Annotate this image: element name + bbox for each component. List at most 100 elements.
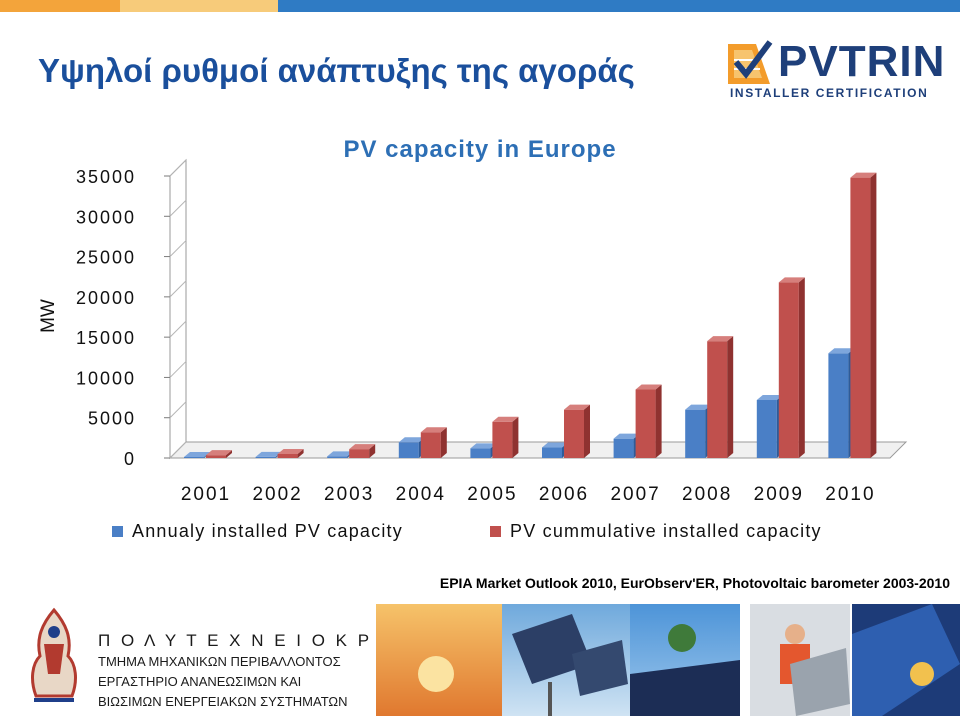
bar-side-cumulative-2002 bbox=[297, 448, 304, 458]
bar-side-cumulative-2003 bbox=[369, 444, 376, 458]
bar-cumulative-2006 bbox=[564, 409, 584, 458]
bar-top-cumulative-2005 bbox=[492, 416, 519, 422]
bar-top-annual-2003 bbox=[327, 451, 354, 457]
building-panels-photo bbox=[852, 604, 960, 716]
bar-annual-2005 bbox=[470, 448, 491, 458]
bar-cumulative-2003 bbox=[349, 449, 370, 458]
chart-side-wall bbox=[169, 158, 187, 460]
bar-top-annual-2004 bbox=[398, 437, 425, 443]
y-grid-diagonal bbox=[169, 240, 187, 257]
top-bar-blue bbox=[278, 0, 960, 12]
y-grid-diagonal bbox=[169, 401, 187, 419]
bar-top-cumulative-2010 bbox=[850, 172, 877, 178]
bar-top-cumulative-2001 bbox=[206, 450, 232, 456]
top-bar-orange bbox=[0, 0, 120, 12]
y-tick-label: 5000 bbox=[88, 409, 136, 429]
top-bar-light-orange bbox=[120, 0, 278, 12]
bar-side-cumulative-2009 bbox=[798, 277, 805, 458]
bar-side-cumulative-2007 bbox=[655, 384, 662, 458]
bar-cumulative-2005 bbox=[492, 421, 513, 458]
y-grid-diagonal bbox=[169, 320, 187, 338]
pv-capacity-chart: PV capacity in Europe 35000 30000 25000 2000… bbox=[38, 136, 908, 541]
y-tick-label: 25000 bbox=[76, 248, 136, 268]
bar-top-cumulative-2008 bbox=[707, 336, 734, 342]
university-emblem-icon bbox=[31, 607, 77, 702]
bar-cumulative-2010 bbox=[850, 177, 871, 458]
x-tick-label: 2003 bbox=[324, 484, 374, 505]
installer-worker-photo bbox=[750, 604, 850, 716]
lab-name-line2: ΒΙΩΣΙΜΩΝ ΕΝΕΡΓΕΙΑΚΩΝ ΣΥΣΤΗΜΑΤΩΝ bbox=[98, 694, 348, 709]
bar-top-annual-2006 bbox=[542, 442, 568, 448]
bar-top-annual-2007 bbox=[613, 433, 640, 439]
bar-top-annual-2002 bbox=[255, 451, 282, 457]
university-text: Π Ο Λ Υ Τ Ε Χ Ν Ε Ι Ο Κ Ρ Η Τ Η Σ ΤΜΗΜΑ … bbox=[98, 630, 460, 712]
bar-top-annual-2001 bbox=[184, 451, 210, 457]
x-tick-label: 2008 bbox=[682, 484, 732, 505]
bar-side-cumulative-2001 bbox=[226, 450, 232, 458]
bar-side-cumulative-2010 bbox=[870, 172, 877, 458]
y-tick-label: 20000 bbox=[76, 288, 136, 308]
department-name: ΤΜΗΜΑ ΜΗΧΑΝΙΚΩΝ ΠΕΡΙΒΑΛΛΟΝΤΟΣ bbox=[98, 654, 341, 669]
bar-annual-2004 bbox=[398, 442, 419, 458]
bar-cumulative-2001 bbox=[206, 455, 226, 458]
x-tick-label: 2004 bbox=[396, 484, 446, 505]
slide-title: Υψηλοί ρυθμοί ανάπτυξης της αγοράς bbox=[38, 52, 635, 89]
bar-annual-2010 bbox=[828, 353, 849, 458]
y-grid-diagonal bbox=[169, 441, 187, 459]
logo-tagline: INSTALLER CERTIFICATION bbox=[730, 86, 929, 100]
bar-annual-2007 bbox=[613, 438, 634, 458]
bar-top-annual-2005 bbox=[470, 443, 497, 449]
bar-top-cumulative-2003 bbox=[349, 444, 376, 450]
y-tick-label: 10000 bbox=[76, 368, 136, 388]
bar-side-cumulative-2005 bbox=[512, 416, 519, 458]
bar-top-cumulative-2004 bbox=[420, 427, 447, 433]
bar-annual-2008 bbox=[685, 409, 706, 458]
sunset-photo bbox=[376, 604, 502, 716]
legend-swatch-annual bbox=[112, 526, 123, 537]
bar-top-annual-2009 bbox=[756, 394, 783, 400]
logo-brand: PVTRIN bbox=[778, 37, 946, 86]
x-tick-label: 2001 bbox=[181, 484, 231, 505]
bar-annual-2006 bbox=[542, 447, 562, 458]
source-note: EPIA Market Outlook 2010, EurObserv'ER, … bbox=[300, 570, 960, 596]
university-name: Π Ο Λ Υ Τ Ε Χ Ν Ε Ι Ο Κ Ρ Η Τ Η Σ bbox=[98, 631, 460, 650]
bar-top-cumulative-2007 bbox=[635, 384, 662, 390]
x-tick-label: 2009 bbox=[754, 484, 804, 505]
bar-annual-2002 bbox=[255, 456, 276, 458]
bar-cumulative-2009 bbox=[778, 282, 799, 458]
bar-top-annual-2008 bbox=[685, 404, 712, 410]
x-tick-label: 2005 bbox=[467, 484, 517, 505]
bar-cumulative-2002 bbox=[277, 453, 298, 458]
bar-annual-2003 bbox=[327, 456, 348, 458]
y-tick-label: 30000 bbox=[76, 207, 136, 227]
bar-top-cumulative-2009 bbox=[778, 277, 805, 283]
bar-annual-2001 bbox=[184, 456, 204, 458]
y-axis-label: MW bbox=[38, 299, 59, 333]
y-grid-diagonal bbox=[169, 361, 187, 378]
bar-top-cumulative-2006 bbox=[564, 404, 590, 410]
x-tick-label: 2010 bbox=[825, 484, 875, 505]
bar-side-cumulative-2004 bbox=[440, 427, 447, 458]
bar-cumulative-2007 bbox=[635, 389, 656, 458]
x-tick-label: 2007 bbox=[610, 484, 660, 505]
rooftop-panels-photo bbox=[630, 604, 740, 716]
x-tick-label: 2006 bbox=[539, 484, 589, 505]
legend-label-cumulative: PV cummulative installed capacity bbox=[510, 521, 822, 541]
bar-side-cumulative-2008 bbox=[727, 336, 734, 458]
y-tick-label: 35000 bbox=[76, 167, 136, 187]
bar-top-annual-2010 bbox=[828, 348, 855, 354]
legend-label-annual: Annualy installed PV capacity bbox=[132, 521, 403, 541]
bar-top-cumulative-2002 bbox=[277, 448, 304, 454]
bar-cumulative-2008 bbox=[707, 341, 728, 458]
pvtrin-logo-icon bbox=[728, 40, 773, 84]
y-tick-label: 15000 bbox=[76, 328, 136, 348]
y-grid-diagonal bbox=[169, 280, 187, 298]
bar-cumulative-2004 bbox=[420, 432, 441, 458]
x-tick-label: 2002 bbox=[252, 484, 302, 505]
y-grid-diagonal bbox=[169, 199, 187, 217]
y-tick-label: 0 bbox=[124, 449, 136, 469]
solar-trackers-photo bbox=[502, 604, 630, 716]
bar-side-cumulative-2006 bbox=[584, 404, 590, 458]
legend-swatch-cumulative bbox=[490, 526, 501, 537]
y-grid-diagonal bbox=[169, 159, 187, 177]
